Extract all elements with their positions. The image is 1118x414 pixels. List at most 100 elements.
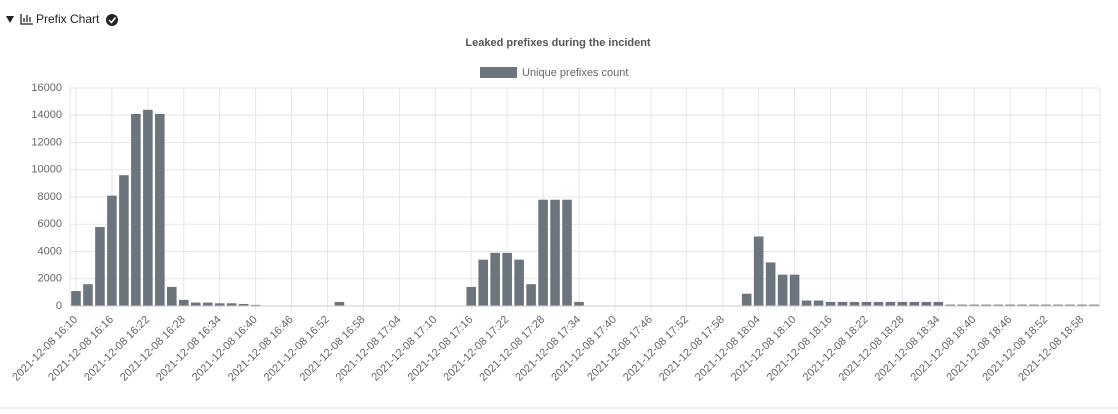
bar — [238, 303, 249, 306]
x-tick-label: 2021-12-08 18:22 — [801, 314, 871, 384]
bar — [909, 301, 920, 306]
y-tick-label: 6000 — [38, 218, 62, 230]
bar — [933, 301, 944, 306]
bar — [1005, 304, 1015, 306]
x-tick-label: 2021-12-08 18:52 — [980, 314, 1050, 384]
x-tick-label: 2021-12-08 17:52 — [621, 314, 691, 384]
x-tick-label: 2021-12-08 17:16 — [405, 314, 475, 384]
y-tick-label: 8000 — [38, 191, 62, 203]
bar — [143, 109, 153, 306]
bar — [1017, 304, 1027, 306]
x-tick-label: 2021-12-08 17:28 — [477, 314, 547, 384]
y-tick-label: 10000 — [31, 164, 62, 176]
bar — [562, 199, 572, 306]
bar — [83, 284, 93, 306]
bar — [502, 252, 512, 306]
bar — [777, 274, 788, 306]
x-tick-label: 2021-12-08 16:58 — [298, 314, 368, 384]
x-tick-label: 2021-12-08 17:34 — [513, 314, 583, 384]
bar — [250, 304, 261, 306]
x-tick-label: 2021-12-08 16:22 — [82, 314, 152, 384]
bar — [957, 304, 968, 306]
bar — [849, 301, 860, 306]
bar — [119, 175, 129, 306]
bar — [885, 301, 896, 306]
x-tick-label: 2021-12-08 17:40 — [549, 314, 619, 384]
bar — [95, 226, 105, 306]
chart-title: Leaked prefixes during the incident — [465, 37, 651, 49]
bar — [178, 299, 189, 306]
check-icon — [106, 14, 118, 26]
bar — [837, 301, 848, 306]
bar — [334, 301, 345, 306]
x-tick-label: 2021-12-08 17:46 — [585, 314, 655, 384]
x-tick-label: 2021-12-08 18:16 — [765, 314, 835, 384]
bar — [538, 199, 548, 306]
x-tick-label: 2021-12-08 16:16 — [46, 314, 116, 384]
bar — [921, 301, 932, 306]
bar — [1089, 304, 1099, 306]
bar — [861, 301, 872, 306]
bar — [765, 262, 776, 306]
x-tick-label: 2021-12-08 18:46 — [944, 314, 1014, 384]
x-tick-label: 2021-12-08 18:40 — [909, 314, 979, 384]
x-tick-label: 2021-12-08 17:58 — [657, 314, 727, 384]
y-tick-label: 0 — [56, 300, 62, 312]
chart-icon — [20, 14, 33, 25]
y-tick-label: 12000 — [31, 136, 62, 148]
bar — [71, 291, 81, 306]
bar — [753, 236, 764, 306]
x-tick-label: 2021-12-08 16:34 — [154, 314, 224, 384]
bar — [107, 195, 117, 306]
x-tick-label: 2021-12-08 18:10 — [729, 314, 799, 384]
bar — [873, 301, 884, 306]
bar — [490, 252, 500, 306]
bar — [993, 304, 1003, 306]
bar — [945, 304, 956, 306]
bar — [1041, 304, 1051, 306]
bar — [466, 286, 477, 306]
bar — [813, 300, 824, 306]
x-tick-label: 2021-12-08 17:10 — [370, 314, 440, 384]
x-tick-label: 2021-12-08 16:10 — [10, 314, 80, 384]
bar — [1029, 304, 1039, 306]
bar — [226, 303, 237, 306]
x-tick-label: 2021-12-08 18:04 — [693, 314, 763, 384]
collapse-arrow[interactable] — [6, 16, 14, 23]
y-tick-label: 14000 — [31, 109, 62, 121]
bar — [1053, 304, 1063, 306]
x-tick-label: 2021-12-08 18:58 — [1016, 314, 1086, 384]
x-tick-label: 2021-12-08 18:34 — [873, 314, 943, 384]
bar — [1065, 304, 1075, 306]
x-tick-label: 2021-12-08 16:46 — [226, 314, 296, 384]
bar — [478, 259, 488, 306]
bar — [526, 284, 536, 306]
bar — [167, 286, 177, 306]
bar — [801, 300, 812, 306]
y-tick-label: 16000 — [31, 82, 62, 94]
x-tick-label: 2021-12-08 16:40 — [190, 314, 260, 384]
x-tick-label: 2021-12-08 17:04 — [334, 314, 404, 384]
x-tick-label: 2021-12-08 18:28 — [837, 314, 907, 384]
x-tick-label: 2021-12-08 16:28 — [118, 314, 188, 384]
bar — [202, 302, 213, 306]
bar — [741, 293, 752, 306]
y-tick-label: 2000 — [38, 273, 62, 285]
x-tick-label: 2021-12-08 17:22 — [441, 314, 511, 384]
bar — [981, 304, 992, 306]
x-tick-label: 2021-12-08 16:52 — [262, 314, 332, 384]
legend-label[interactable]: Unique prefixes count — [522, 67, 628, 79]
bar — [789, 274, 800, 306]
bar — [550, 199, 560, 306]
bar — [1077, 304, 1087, 306]
y-tick-label: 4000 — [38, 245, 62, 257]
section-title[interactable]: Prefix Chart — [36, 12, 100, 26]
bar — [969, 304, 980, 306]
bar — [155, 113, 165, 306]
bar — [214, 303, 225, 306]
bar — [131, 113, 141, 306]
legend-swatch — [480, 67, 517, 78]
bar — [514, 259, 524, 306]
